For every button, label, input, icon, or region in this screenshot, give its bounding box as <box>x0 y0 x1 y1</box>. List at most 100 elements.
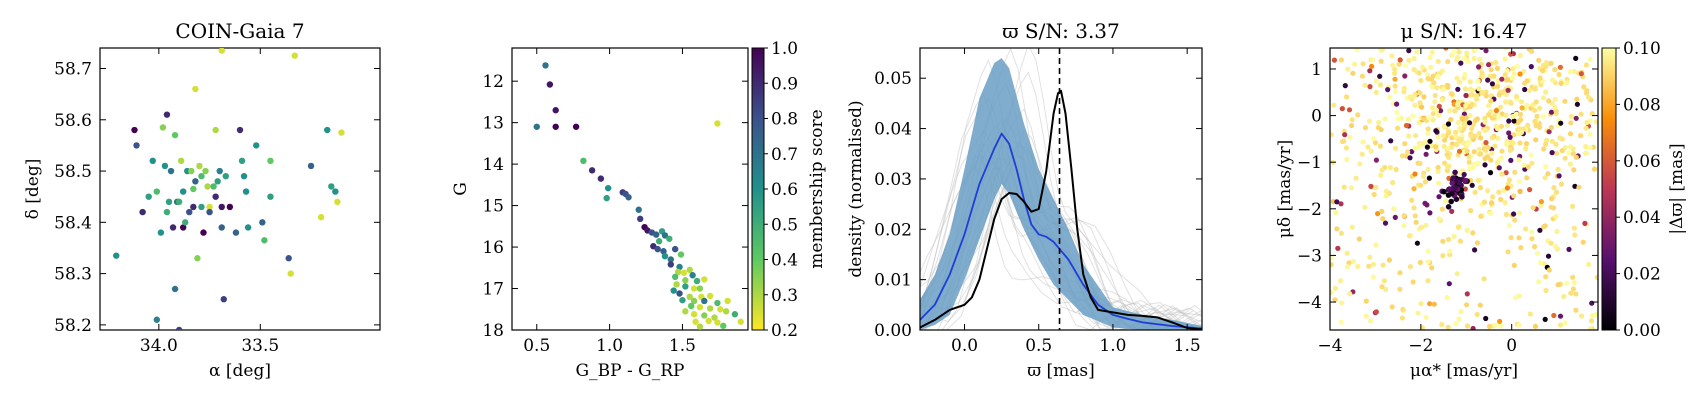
pm-star-point <box>1535 250 1541 256</box>
pm-star-point <box>1519 99 1525 105</box>
star-point <box>220 296 227 303</box>
pm-star-point <box>1574 96 1580 102</box>
pm-star-point <box>1528 64 1534 70</box>
pm-star-point <box>1373 309 1379 315</box>
pm-star-point <box>1482 119 1488 125</box>
kde-plot-area <box>920 48 1202 330</box>
star-point <box>722 308 730 315</box>
pm-star-point <box>1399 315 1405 321</box>
pm-star-point <box>1391 206 1397 212</box>
pm-star-point <box>1436 216 1442 222</box>
axes-frame <box>99 47 381 331</box>
pm-star-point <box>1469 101 1475 108</box>
star-point <box>216 167 223 175</box>
pm-star-point <box>1389 304 1395 310</box>
pm-star-point <box>1360 139 1366 145</box>
colorbar <box>1601 47 1617 331</box>
pm-star-point <box>1513 93 1520 100</box>
pm-star-point <box>1359 73 1365 79</box>
x-axis-label: μα* [mas/yr] <box>1410 361 1518 381</box>
pm-star-point <box>1367 254 1373 260</box>
pm-star-point <box>1425 259 1431 265</box>
pm-star-point <box>1574 101 1580 107</box>
star-point <box>654 245 661 253</box>
pm-star-point <box>1511 193 1517 199</box>
pm-star-point <box>1503 211 1509 218</box>
pm-star-point <box>1573 55 1579 62</box>
pm-star-point <box>1498 196 1504 203</box>
pm-star-point <box>1341 184 1347 190</box>
star-point <box>153 316 161 323</box>
y-tick-label: −2 <box>1297 200 1322 220</box>
pm-star-point <box>1421 116 1427 122</box>
pm-star-point <box>1445 121 1452 127</box>
pm-star-point <box>1557 135 1563 141</box>
star-point <box>218 224 225 231</box>
pm-star-point <box>1377 73 1383 79</box>
star-point <box>145 193 152 200</box>
pm-star-point <box>1416 70 1422 76</box>
star-point <box>671 273 679 281</box>
pm-star-point <box>1557 322 1564 328</box>
pm-star-point <box>1436 194 1442 200</box>
pm-star-point <box>1552 96 1558 103</box>
star-point <box>149 157 156 164</box>
star-point <box>291 52 298 59</box>
pm-star-point <box>1330 132 1334 138</box>
kde-sample-line <box>920 154 1180 330</box>
pm-star-point <box>1483 147 1489 153</box>
pm-star-point <box>1464 50 1470 56</box>
pm-star-point <box>1395 116 1401 122</box>
pm-star-point <box>1435 74 1441 80</box>
pm-star-point <box>1330 255 1335 261</box>
star-point <box>334 198 341 206</box>
cluster-member-point <box>1441 188 1447 195</box>
pm-star-point <box>1474 240 1480 246</box>
pm-star-point <box>1546 129 1552 135</box>
star-point <box>317 214 325 221</box>
pm-star-point <box>1548 109 1555 115</box>
pm-star-point <box>1467 86 1474 92</box>
parallax-kde-panel: 0.0 0.5 1.0 1.5 0.00 0.01 0.02 0.03 0.04 0.05 ϖ S/… <box>846 19 1203 381</box>
pm-star-point <box>1529 160 1535 166</box>
y-tick-label: −4 <box>1297 293 1322 313</box>
pm-star-point <box>1496 114 1502 120</box>
pm-star-point <box>1583 144 1589 150</box>
pm-star-point <box>1493 59 1499 66</box>
pm-star-point <box>1469 126 1475 132</box>
pm-star-point <box>1445 324 1451 330</box>
star-point <box>332 188 339 195</box>
pm-star-point <box>1510 66 1516 72</box>
pm-star-point <box>1425 72 1431 78</box>
pm-star-point <box>1507 147 1513 153</box>
pm-star-point <box>1415 310 1421 316</box>
pm-star-point <box>1553 141 1559 147</box>
kde-sample-line <box>920 94 1185 330</box>
pm-star-point <box>1367 68 1373 74</box>
pm-star-point <box>1543 274 1549 280</box>
pm-star-point <box>1396 61 1402 67</box>
star-point <box>324 126 331 134</box>
pm-star-point <box>1532 85 1538 91</box>
pm-star-point <box>1498 123 1505 129</box>
pm-star-point <box>1369 63 1375 69</box>
y-tick-label: 13 <box>482 114 504 134</box>
pm-star-point <box>1446 236 1452 243</box>
pm-star-point <box>1354 48 1360 53</box>
pm-star-point <box>1499 76 1505 82</box>
pm-star-point <box>1352 61 1358 67</box>
pm-star-point <box>1411 205 1417 211</box>
pm-star-point <box>1488 210 1494 216</box>
pm-star-point <box>1588 318 1595 324</box>
pm-star-point <box>1379 284 1385 290</box>
pm-star-point <box>1458 60 1464 66</box>
star-point <box>714 120 721 127</box>
pm-star-point <box>1446 163 1452 169</box>
pm-star-point <box>1537 227 1543 233</box>
cluster-member-point <box>1453 196 1460 202</box>
star-point <box>200 229 207 236</box>
pm-star-point <box>1507 134 1513 140</box>
star-point <box>161 162 169 170</box>
pm-star-point <box>1483 48 1489 54</box>
pm-star-point <box>1554 150 1560 156</box>
